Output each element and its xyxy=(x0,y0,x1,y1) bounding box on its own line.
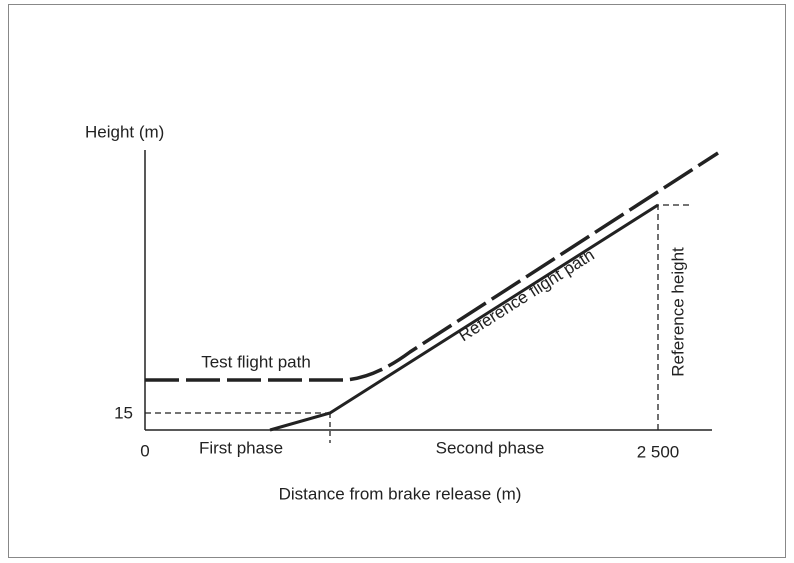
phase-label: First phase xyxy=(199,438,283,457)
x-axis-label: Distance from brake release (m) xyxy=(279,484,522,503)
reference-height-label: Reference height xyxy=(668,247,687,377)
test-flight-path xyxy=(145,151,719,382)
y-tick-label: 15 xyxy=(114,403,133,422)
x-tick-label: 2 500 xyxy=(637,442,680,461)
reference-flight-path xyxy=(269,203,659,432)
y-axis-label: Height (m) xyxy=(85,122,164,141)
x-origin-label: 0 xyxy=(140,441,149,460)
phase-label: Second phase xyxy=(436,438,545,457)
reference-path-label: Reference flight path xyxy=(455,245,598,345)
test-path-label: Test flight path xyxy=(201,352,311,371)
